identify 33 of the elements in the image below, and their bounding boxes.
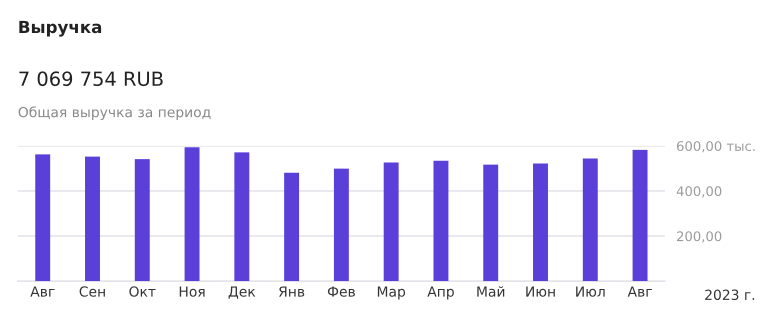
- y-tick-label: 400,00: [676, 186, 722, 198]
- x-tick-label: Май: [477, 286, 504, 297]
- text: 2023 г.: [705, 290, 754, 300]
- bar: [334, 168, 349, 282]
- bar: [582, 158, 598, 282]
- bar: [433, 160, 448, 282]
- x-tick-label: Авг: [30, 286, 55, 297]
- y-tick-label: 200,00: [677, 231, 722, 243]
- bar: [533, 163, 548, 282]
- x-tick-label: Авг: [628, 286, 652, 297]
- bar: [384, 162, 399, 282]
- x-tick-label: Мар: [378, 286, 406, 300]
- x-tick-label: Фев: [328, 286, 355, 297]
- text: Общая выручка за период: [18, 106, 211, 120]
- chart-subtitle: 7 069 754 RUB: [19, 71, 163, 86]
- bar: [234, 152, 250, 282]
- x-tick-label: Янв: [279, 286, 304, 297]
- x-tick-label: Дек: [228, 286, 256, 299]
- chart-title: Выручка: [19, 20, 102, 37]
- bar: [134, 159, 150, 282]
- y-tick-label: 600,00 тыс.: [676, 141, 755, 152]
- bar: [284, 172, 300, 282]
- bar: [35, 154, 50, 282]
- x-tick-label: Ноя: [180, 286, 205, 297]
- x-tick-label: Окт: [129, 286, 156, 297]
- x-tick-label: Апр: [427, 286, 454, 300]
- bar: [483, 164, 498, 282]
- bar: [184, 147, 200, 282]
- x-tick-label: Сен: [80, 286, 105, 297]
- bar: [632, 150, 648, 282]
- x-tick-label: Июл: [576, 286, 605, 297]
- x-tick-label: Июн: [526, 286, 555, 297]
- bar: [85, 156, 100, 282]
